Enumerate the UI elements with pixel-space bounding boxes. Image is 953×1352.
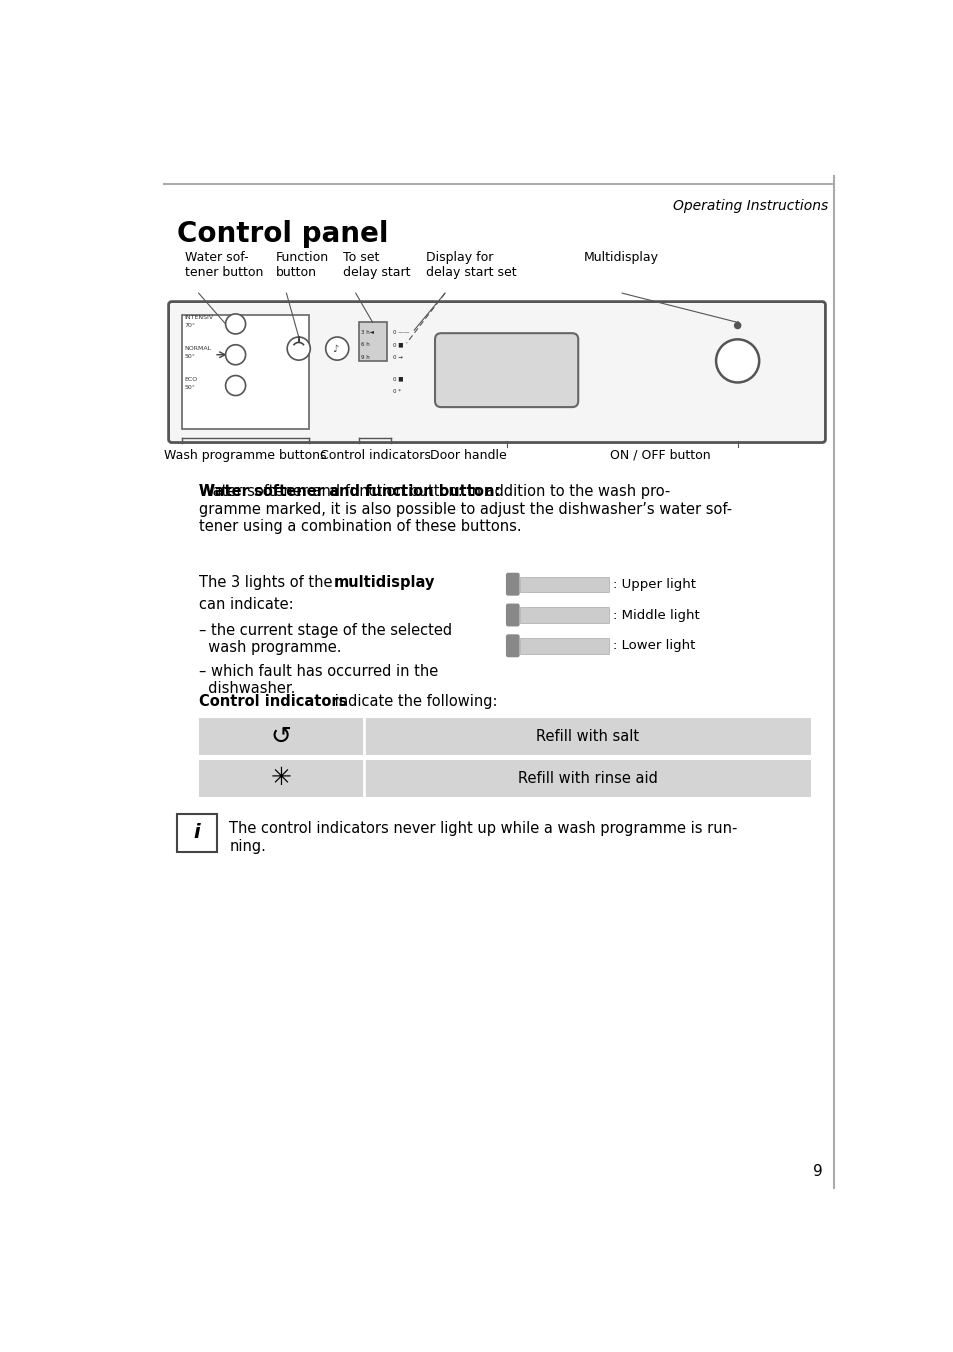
Text: 0 ■: 0 ■ <box>393 342 403 347</box>
Text: To set
delay start: To set delay start <box>343 250 411 279</box>
Text: ↺: ↺ <box>271 725 292 749</box>
Text: Control indicators: Control indicators <box>319 449 430 461</box>
Text: The control indicators never light up while a wash programme is run-
ning.: The control indicators never light up wh… <box>229 822 737 853</box>
Circle shape <box>287 337 310 360</box>
Text: 50°: 50° <box>185 354 195 358</box>
Text: NORMAL: NORMAL <box>185 346 212 352</box>
FancyBboxPatch shape <box>506 573 518 595</box>
FancyBboxPatch shape <box>506 635 518 657</box>
Text: multidisplay: multidisplay <box>333 575 435 589</box>
Bar <box>520 576 608 592</box>
Bar <box>177 814 217 852</box>
Text: Multidisplay: Multidisplay <box>583 250 658 264</box>
Text: indicate the following:: indicate the following: <box>329 694 497 708</box>
Text: Control indicators: Control indicators <box>198 694 347 708</box>
Text: ECO: ECO <box>185 377 198 381</box>
Text: Operating Instructions: Operating Instructions <box>673 199 827 214</box>
Text: can indicate:: can indicate: <box>198 596 293 611</box>
Text: Function
button: Function button <box>275 250 329 279</box>
FancyBboxPatch shape <box>506 604 518 626</box>
Bar <box>198 760 810 796</box>
Bar <box>358 322 386 361</box>
Text: – which fault has occurred in the
  dishwasher.: – which fault has occurred in the dishwa… <box>198 664 437 696</box>
Circle shape <box>225 376 245 396</box>
Bar <box>520 638 608 653</box>
Text: 3 h◄: 3 h◄ <box>361 330 374 335</box>
Text: 0 *: 0 * <box>393 388 401 393</box>
Text: Water sof-
tener button: Water sof- tener button <box>185 250 263 279</box>
Bar <box>520 607 608 623</box>
Text: Control panel: Control panel <box>177 220 388 247</box>
Text: 9: 9 <box>812 1164 821 1179</box>
Bar <box>198 718 810 756</box>
Text: The 3 lights of the: The 3 lights of the <box>198 575 336 589</box>
Text: – the current stage of the selected
  wash programme.: – the current stage of the selected wash… <box>198 623 452 656</box>
Text: ♪: ♪ <box>333 343 338 354</box>
Text: Refill with salt: Refill with salt <box>536 729 639 744</box>
Text: ON / OFF button: ON / OFF button <box>610 449 710 461</box>
Text: ✳: ✳ <box>271 767 292 790</box>
Text: Wash programme buttons: Wash programme buttons <box>163 449 326 461</box>
Text: Display for
delay start set: Display for delay start set <box>425 250 516 279</box>
Text: : Middle light: : Middle light <box>612 608 699 622</box>
Circle shape <box>716 339 759 383</box>
Text: INTENSIV: INTENSIV <box>185 315 213 320</box>
Text: Refill with rinse aid: Refill with rinse aid <box>517 771 657 786</box>
Text: 6 h: 6 h <box>361 342 370 347</box>
Text: 50°: 50° <box>185 384 195 389</box>
Circle shape <box>734 322 740 329</box>
Circle shape <box>225 345 245 365</box>
Text: : Lower light: : Lower light <box>612 639 695 652</box>
Text: 0 →: 0 → <box>393 354 403 360</box>
Text: : Upper light: : Upper light <box>612 577 695 591</box>
Text: Water softener and function button: In addition to the wash pro-
gramme marked, : Water softener and function button: In a… <box>198 484 731 534</box>
Text: 9 h: 9 h <box>361 354 370 360</box>
Bar <box>181 315 309 429</box>
Text: 70°: 70° <box>185 323 195 329</box>
Text: 0 ——: 0 —— <box>393 330 409 335</box>
FancyBboxPatch shape <box>435 333 578 407</box>
FancyBboxPatch shape <box>169 301 824 442</box>
Text: Water softener and function button:: Water softener and function button: <box>198 484 499 499</box>
Text: i: i <box>193 823 200 842</box>
Circle shape <box>225 314 245 334</box>
Circle shape <box>325 337 349 360</box>
Text: Door handle: Door handle <box>429 449 506 461</box>
Text: 0 ■: 0 ■ <box>393 376 403 381</box>
